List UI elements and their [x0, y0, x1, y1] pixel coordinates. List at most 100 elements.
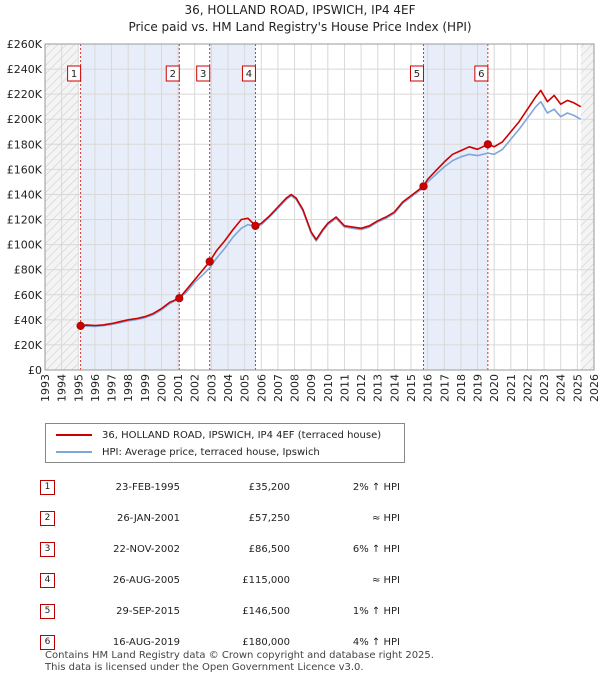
table-row: 4 26-AUG-2005 £115,000 ≈ HPI [40, 565, 400, 596]
y-tick-label: £100K [7, 239, 43, 252]
hatched-range [580, 44, 594, 370]
x-tick-label: 2011 [338, 374, 351, 402]
x-tick-label: 2007 [272, 374, 285, 402]
sale-label-box [196, 65, 211, 82]
y-tick-label: £260K [7, 38, 43, 51]
footer-attribution: Contains HM Land Registry data © Crown c… [45, 650, 434, 674]
footer-line-2: This data is licensed under the Open Gov… [45, 662, 364, 673]
x-tick-label: 2018 [455, 374, 468, 402]
y-tick-label: £200K [7, 113, 43, 126]
shaded-range [423, 44, 488, 370]
sale-price: £180,000 [242, 637, 290, 648]
sale-date: 23-FEB-1995 [115, 482, 180, 493]
sale-price: £86,500 [248, 544, 290, 555]
x-tick-label: 2012 [355, 374, 368, 402]
sale-hpi-comparison: 6% ↑ HPI [352, 544, 400, 555]
sale-point [419, 182, 428, 191]
y-tick-label: £240K [7, 63, 43, 76]
chart-legend: 36, HOLLAND ROAD, IPSWICH, IP4 4EF (terr… [45, 423, 405, 463]
sale-label-number: 2 [170, 69, 176, 80]
x-tick-label: 2002 [189, 374, 202, 402]
y-tick-label: £0 [28, 364, 42, 377]
x-tick-label: 2003 [205, 374, 218, 402]
x-tick-label: 2000 [155, 374, 168, 402]
legend-swatch-hpi [56, 451, 92, 453]
sale-hpi-comparison: 2% ↑ HPI [352, 482, 400, 493]
legend-item-property: 36, HOLLAND ROAD, IPSWICH, IP4 4EF (terr… [56, 427, 381, 443]
sale-price: £57,250 [248, 513, 290, 524]
sale-label-box [474, 65, 489, 82]
series-line [80, 89, 582, 327]
table-row: 1 23-FEB-1995 £35,200 2% ↑ HPI [40, 472, 400, 503]
sale-date: 26-AUG-2005 [112, 575, 180, 586]
sale-number-badge: 4 [40, 573, 55, 588]
x-tick-label: 2026 [588, 374, 600, 402]
y-tick-label: £60K [14, 289, 43, 302]
y-tick-label: £120K [7, 214, 43, 227]
sale-number-badge: 2 [40, 511, 55, 526]
chart-title: 36, HOLLAND ROAD, IPSWICH, IP4 4EF [184, 3, 416, 17]
chart-subtitle: Price paid vs. HM Land Registry's House … [128, 20, 472, 34]
sale-point [175, 294, 184, 303]
x-tick-label: 2001 [172, 374, 185, 402]
sales-table: 1 23-FEB-1995 £35,200 2% ↑ HPI 2 26-JAN-… [40, 472, 400, 658]
sale-number-badge: 3 [40, 542, 55, 557]
sale-point [76, 321, 85, 330]
sale-label-number: 5 [414, 69, 420, 80]
table-row: 5 29-SEP-2015 £146,500 1% ↑ HPI [40, 596, 400, 627]
sale-label-number: 6 [478, 69, 484, 80]
sale-number-badge: 6 [40, 635, 55, 650]
sale-date: 16-AUG-2019 [112, 637, 180, 648]
legend-swatch-property [56, 434, 92, 436]
x-tick-label: 1995 [72, 374, 85, 402]
plot-border [44, 43, 595, 371]
y-tick-label: £220K [7, 88, 43, 101]
sale-label-box [67, 65, 82, 82]
x-tick-label: 2015 [405, 374, 418, 402]
table-row: 6 16-AUG-2019 £180,000 4% ↑ HPI [40, 627, 400, 658]
x-tick-label: 2025 [571, 374, 584, 402]
sale-date: 26-JAN-2001 [116, 513, 180, 524]
sale-hpi-comparison: ≈ HPI [371, 513, 400, 524]
x-tick-label: 1994 [56, 374, 69, 402]
table-row: 3 22-NOV-2002 £86,500 6% ↑ HPI [40, 534, 400, 565]
y-tick-label: £180K [7, 138, 43, 151]
x-tick-label: 2022 [521, 374, 534, 402]
shaded-range [209, 44, 256, 370]
sale-number-badge: 1 [40, 480, 55, 495]
x-tick-label: 2006 [255, 374, 268, 402]
x-tick-label: 2016 [422, 374, 435, 402]
table-row: 2 26-JAN-2001 £57,250 ≈ HPI [40, 503, 400, 534]
sale-hpi-comparison: 4% ↑ HPI [352, 637, 400, 648]
sale-price: £146,500 [242, 606, 290, 617]
x-tick-label: 1993 [39, 374, 52, 402]
x-tick-label: 2014 [388, 374, 401, 402]
x-tick-label: 2010 [322, 374, 335, 402]
sale-date: 22-NOV-2002 [113, 544, 180, 555]
x-tick-label: 2019 [472, 374, 485, 402]
sale-point [205, 257, 214, 266]
y-tick-label: £40K [14, 314, 43, 327]
x-tick-label: 2021 [505, 374, 518, 402]
y-tick-label: £80K [14, 264, 43, 277]
x-tick-label: 2017 [438, 374, 451, 402]
sale-point [251, 221, 260, 230]
sale-label-number: 1 [71, 69, 77, 80]
sale-number-badge: 5 [40, 604, 55, 619]
sale-price: £115,000 [242, 575, 290, 586]
sale-price: £35,200 [248, 482, 290, 493]
sale-point [483, 140, 492, 149]
sale-label-number: 4 [246, 69, 252, 80]
price-chart: 1 2 3 4 5 6 £0 £20K £40K £60K £80K £100K £120K £140K £… [7, 38, 600, 402]
x-tick-label: 2004 [222, 374, 235, 402]
sale-hpi-comparison: ≈ HPI [371, 575, 400, 586]
x-tick-label: 1999 [139, 374, 152, 402]
series-line [78, 100, 582, 328]
x-tick-label: 2020 [488, 374, 501, 402]
sale-date: 29-SEP-2015 [116, 606, 180, 617]
sale-label-number: 3 [200, 69, 206, 80]
y-tick-label: £140K [7, 188, 43, 201]
legend-item-hpi: HPI: Average price, terraced house, Ipsw… [56, 444, 320, 460]
x-tick-label: 2005 [239, 374, 252, 402]
x-tick-label: 2008 [289, 374, 302, 402]
